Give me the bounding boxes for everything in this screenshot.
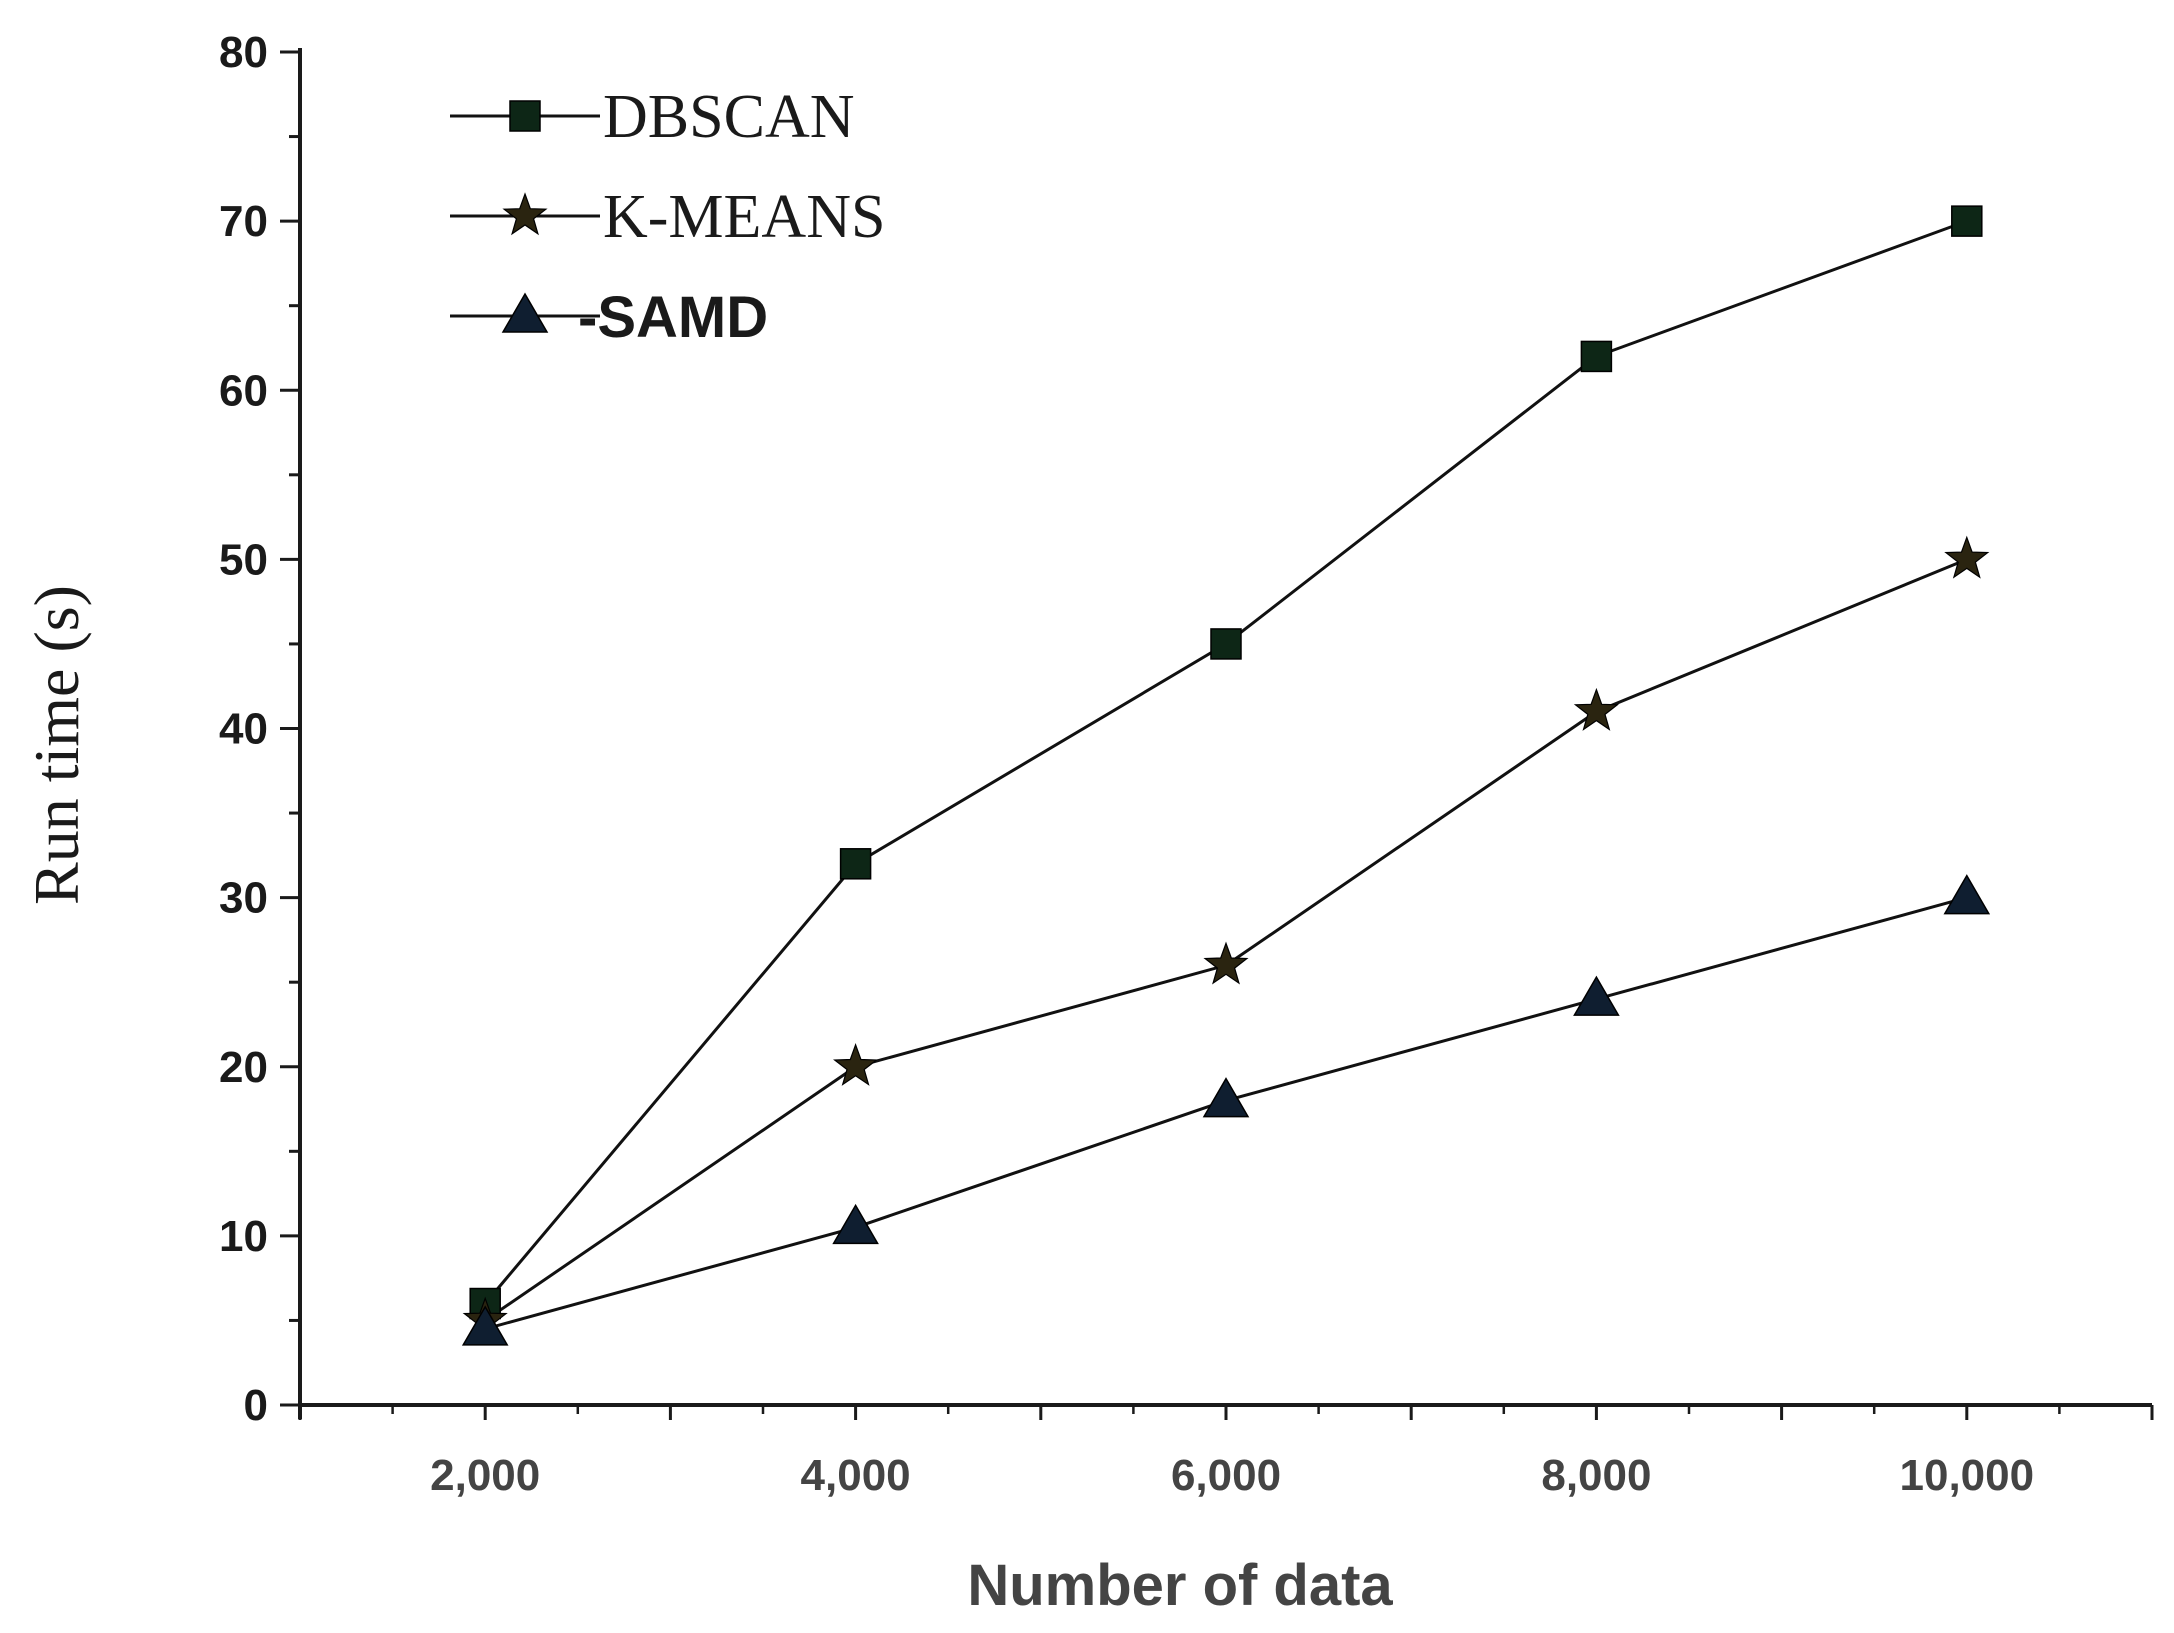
data-point-dbscan bbox=[1580, 340, 1613, 373]
x-tick-label: 8,000 bbox=[1541, 1451, 1651, 1500]
x-tick-label: 2,000 bbox=[430, 1451, 540, 1500]
legend-label-samd: -SAMD bbox=[578, 285, 768, 350]
x-tick-label: 6,000 bbox=[1171, 1451, 1281, 1500]
y-axis-title: Run time (s) bbox=[21, 585, 92, 905]
legend-label-dbscan: DBSCAN bbox=[603, 83, 855, 151]
legend-marker-dbscan bbox=[509, 100, 541, 132]
y-tick-label: 30 bbox=[219, 874, 268, 923]
axis-ticks: 0 10 20 30 40 50 60 70 80 2,000 4,000 6,000 8,000 10,… bbox=[219, 28, 2154, 1500]
legend: DBSCAN K-MEANS -SAMD bbox=[450, 83, 885, 350]
legend-item-samd: -SAMD bbox=[450, 285, 768, 350]
data-point-samd bbox=[1943, 874, 1991, 915]
data-point-samd bbox=[461, 1305, 509, 1346]
data-point-k-means bbox=[833, 1043, 879, 1086]
y-tick-label: 80 bbox=[219, 28, 268, 77]
x-axis-title: Number of data bbox=[967, 1553, 1393, 1618]
series-line-k-means bbox=[484, 558, 1968, 1322]
data-point-dbscan bbox=[839, 848, 872, 880]
x-tick-label: 4,000 bbox=[801, 1451, 911, 1500]
legend-item-dbscan: DBSCAN bbox=[450, 83, 855, 151]
y-tick-label: 50 bbox=[219, 535, 268, 584]
y-tick-label: 10 bbox=[219, 1212, 268, 1261]
y-tick-label: 40 bbox=[219, 705, 268, 754]
data-point-k-means bbox=[1573, 687, 1619, 731]
y-tick-label: 0 bbox=[244, 1381, 268, 1430]
data-point-samd bbox=[832, 1203, 879, 1245]
legend-marker-samd bbox=[501, 292, 549, 333]
y-tick-label: 60 bbox=[219, 366, 268, 415]
legend-marker-k-means bbox=[502, 192, 548, 236]
series-markers bbox=[461, 205, 1991, 1346]
x-tick-label: 10,000 bbox=[1900, 1451, 2035, 1500]
data-point-samd bbox=[1573, 975, 1620, 1016]
legend-label-k-means: K-MEANS bbox=[603, 183, 885, 251]
y-tick-label: 20 bbox=[219, 1043, 268, 1092]
data-point-k-means bbox=[1944, 535, 1990, 579]
legend-item-k-means: K-MEANS bbox=[450, 183, 885, 251]
data-point-dbscan bbox=[1951, 205, 1983, 237]
data-point-dbscan bbox=[1210, 628, 1242, 660]
y-tick-label: 70 bbox=[219, 197, 268, 246]
data-point-k-means bbox=[1203, 941, 1249, 985]
series-lines bbox=[484, 219, 1968, 1331]
data-point-samd bbox=[1202, 1077, 1250, 1118]
series-line-dbscan bbox=[484, 219, 1968, 1305]
